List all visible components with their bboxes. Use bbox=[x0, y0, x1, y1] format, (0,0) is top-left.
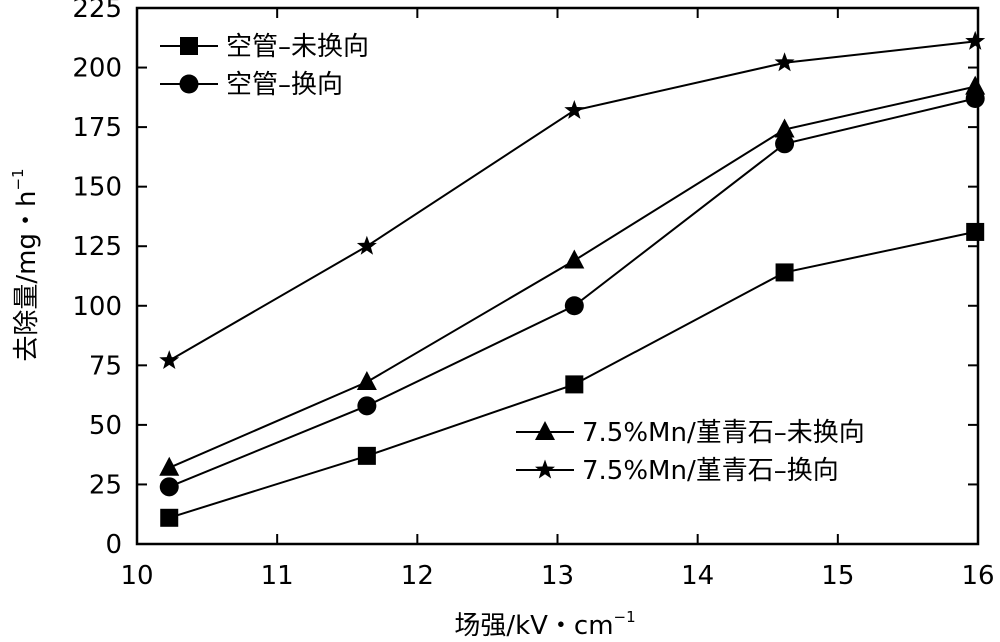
x-tick-label-13: 13 bbox=[541, 561, 574, 591]
legend-entry-3: 7.5%Mn/堇青石–换向 bbox=[516, 456, 839, 486]
legend-entry-0: 空管–未换向 bbox=[160, 32, 369, 62]
series-line-0 bbox=[168, 230, 976, 519]
legend-label-3: 7.5%Mn/堇青石–换向 bbox=[582, 456, 839, 486]
legend-marker-3 bbox=[535, 459, 555, 479]
x-axis-title: 场强/kV・cm−1 bbox=[454, 608, 635, 641]
y-tick-label-175: 175 bbox=[72, 113, 122, 143]
series-1 bbox=[159, 89, 985, 497]
legend-label-2: 7.5%Mn/堇青石–未换向 bbox=[582, 418, 865, 448]
point-3-2 bbox=[564, 99, 585, 119]
point-1-2 bbox=[564, 296, 584, 316]
series-3 bbox=[159, 30, 986, 370]
y-axis-title: 去除量/mg・h−1 bbox=[9, 168, 42, 361]
point-2-3 bbox=[774, 118, 795, 138]
legend-label-1: 空管–换向 bbox=[226, 70, 343, 100]
series-2 bbox=[159, 75, 986, 476]
point-1-0 bbox=[159, 477, 179, 497]
legend-label-0: 空管–未换向 bbox=[226, 32, 369, 62]
point-3-0 bbox=[159, 350, 180, 370]
x-tick-label-14: 14 bbox=[681, 561, 714, 591]
x-tick-label-16: 16 bbox=[961, 561, 994, 591]
y-tick-label-25: 25 bbox=[89, 470, 122, 500]
legend-entry-2: 7.5%Mn/堇青石–未换向 bbox=[516, 418, 865, 448]
point-3-4 bbox=[965, 30, 986, 50]
point-3-3 bbox=[774, 52, 795, 72]
series-group bbox=[159, 30, 986, 527]
y-tick-label-150: 150 bbox=[72, 173, 122, 203]
point-2-1 bbox=[356, 371, 377, 391]
point-2-0 bbox=[159, 456, 180, 476]
point-2-4 bbox=[965, 75, 986, 95]
x-tick-label-12: 12 bbox=[401, 561, 434, 591]
point-0-4 bbox=[966, 222, 985, 241]
legend-marker-1 bbox=[179, 74, 199, 94]
point-0-3 bbox=[775, 263, 794, 282]
y-tick-label-125: 125 bbox=[72, 232, 122, 262]
point-1-3 bbox=[775, 134, 795, 154]
x-tick-label-11: 11 bbox=[261, 561, 294, 591]
legend-marker-2 bbox=[535, 421, 555, 440]
point-0-1 bbox=[357, 446, 376, 465]
point-2-2 bbox=[564, 249, 585, 269]
y-tick-label-75: 75 bbox=[89, 351, 122, 381]
y-tick-label-200: 200 bbox=[72, 54, 122, 84]
series-line-2 bbox=[168, 85, 976, 469]
y-tick-label-0: 0 bbox=[105, 530, 122, 560]
axes: 10 11 12 13 14 15 16 0 25 50 75 100 125 150 175 200 225 bbox=[72, 0, 994, 591]
legend-marker-0 bbox=[180, 37, 198, 55]
y-tick-label-225: 225 bbox=[72, 0, 122, 24]
point-0-0 bbox=[160, 508, 179, 527]
y-tick-label-100: 100 bbox=[72, 292, 122, 322]
point-0-2 bbox=[565, 375, 584, 394]
point-1-1 bbox=[357, 396, 377, 416]
series-0 bbox=[160, 222, 985, 527]
y-tick-label-50: 50 bbox=[89, 411, 122, 441]
x-tick-label-15: 15 bbox=[821, 561, 854, 591]
x-tick-label-10: 10 bbox=[120, 561, 153, 591]
legend-entry-1: 空管–换向 bbox=[160, 70, 343, 100]
point-3-1 bbox=[356, 235, 377, 255]
